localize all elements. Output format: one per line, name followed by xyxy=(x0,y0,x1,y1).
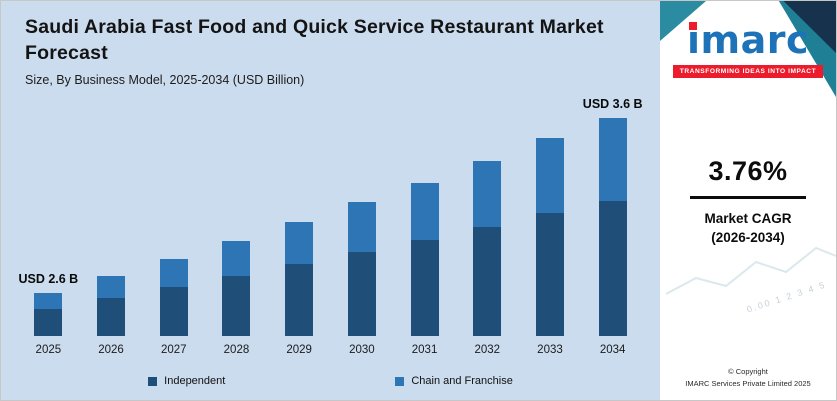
decorative-sparkline xyxy=(666,246,836,295)
x-axis-label-2026: 2026 xyxy=(98,344,124,356)
chart-subtitle: Size, By Business Model, 2025-2034 (USD … xyxy=(25,73,305,88)
bar-group-2029: 2029 xyxy=(268,89,331,358)
chart-header: Saudi Arabia Fast Food and Quick Service… xyxy=(1,15,660,87)
bar-group-2030: 2030 xyxy=(331,89,394,358)
bar-segment-chain-and-franchise-2034 xyxy=(598,118,627,201)
bar-group-2026: 2026 xyxy=(80,89,143,358)
bar-group-2032: 2032 xyxy=(456,89,519,358)
copyright: © Copyright IMARC Services Private Limit… xyxy=(660,366,836,390)
bar-segment-independent-2027 xyxy=(159,287,188,336)
copyright-line2: IMARC Services Private Limited 2025 xyxy=(685,379,811,388)
bar-segment-independent-2029 xyxy=(285,264,314,336)
x-axis-label-2027: 2027 xyxy=(160,344,187,356)
bar-segment-chain-and-franchise-2025 xyxy=(34,293,63,309)
bar-stack-2030 xyxy=(347,202,376,336)
imarc-logo-block: ımarc TRANSFORMING IDEAS INTO IMPACT xyxy=(660,21,836,78)
annotation-2034: USD 3.6 B xyxy=(582,97,643,111)
cagr-label: Market CAGR xyxy=(704,211,792,226)
legend-item-chain-and-franchise: Chain and Franchise xyxy=(395,375,513,387)
x-axis-label-2025: 2025 xyxy=(35,344,62,356)
sidebar: 0.00 1 2 3 4 5 ımarc TRANSFORMING IDEAS … xyxy=(660,1,836,400)
bar-segment-independent-2034 xyxy=(598,201,627,336)
bar-stack-2029 xyxy=(285,222,314,336)
legend-swatch-chain-and-franchise xyxy=(395,376,405,386)
x-axis-label-2034: 2034 xyxy=(599,344,626,356)
bar-stack-2031 xyxy=(410,183,439,336)
x-axis-label-2030: 2030 xyxy=(349,344,375,356)
bar-stack-2027 xyxy=(159,259,188,336)
legend-swatch-independent xyxy=(148,376,158,386)
x-axis-label-2033: 2033 xyxy=(537,344,563,356)
logo-red-dot-icon xyxy=(688,22,697,30)
bar-segment-independent-2025 xyxy=(34,309,63,336)
bar-group-2033: 2033 xyxy=(519,89,582,358)
x-axis-label-2028: 2028 xyxy=(223,344,250,356)
bar-segment-independent-2030 xyxy=(347,252,376,336)
x-axis-label-2031: 2031 xyxy=(411,344,438,356)
bar-segment-independent-2028 xyxy=(222,276,251,336)
bar-segment-chain-and-franchise-2031 xyxy=(410,183,439,240)
cagr-period: (2026-2034) xyxy=(711,230,785,245)
bar-segment-independent-2031 xyxy=(410,240,439,336)
bar-stack-2025 xyxy=(34,293,63,336)
bar-group-2034: USD 3.6 B 2034 xyxy=(581,89,644,358)
x-axis-label-2029: 2029 xyxy=(286,344,312,356)
legend-item-independent: Independent xyxy=(148,375,225,387)
plot-area: USD 2.6 B 2025 2026 2027 2028 2029 2030 2031 203… xyxy=(17,89,644,358)
bar-stack-2032 xyxy=(473,161,502,336)
bar-segment-chain-and-franchise-2033 xyxy=(535,138,564,213)
legend-label-independent: Independent xyxy=(164,375,226,387)
bar-segment-chain-and-franchise-2027 xyxy=(159,259,188,287)
imarc-logo: ımarc xyxy=(687,21,809,59)
copyright-line1: © Copyright xyxy=(728,367,768,376)
legend-label-chain-and-franchise: Chain and Franchise xyxy=(411,375,513,387)
logo-text: ımarc xyxy=(686,18,810,62)
annotation-2025: USD 2.6 B xyxy=(18,272,79,286)
bar-segment-chain-and-franchise-2030 xyxy=(347,202,376,252)
cagr-value: 3.76% xyxy=(708,156,788,186)
chart-title: Saudi Arabia Fast Food and Quick Service… xyxy=(25,16,604,64)
bar-segment-independent-2026 xyxy=(97,298,126,336)
bar-stack-2026 xyxy=(97,276,126,336)
bar-segment-chain-and-franchise-2032 xyxy=(473,161,502,227)
bar-segment-independent-2032 xyxy=(473,227,502,336)
x-axis-label-2032: 2032 xyxy=(474,344,501,356)
bar-group-2031: 2031 xyxy=(393,89,456,358)
cagr-divider xyxy=(690,196,806,199)
bar-segment-chain-and-franchise-2028 xyxy=(222,241,251,276)
bar-stack-2034 xyxy=(598,118,627,336)
bar-segment-chain-and-franchise-2026 xyxy=(97,276,126,298)
bar-group-2027: 2027 xyxy=(142,89,205,358)
bar-segment-chain-and-franchise-2029 xyxy=(285,222,314,264)
bar-stack-2033 xyxy=(535,138,564,336)
bar-stack-2028 xyxy=(222,241,251,336)
logo-tagline: TRANSFORMING IDEAS INTO IMPACT xyxy=(672,65,824,78)
bar-segment-independent-2033 xyxy=(535,213,564,336)
cagr-block: 3.76% Market CAGR (2026-2034) xyxy=(660,156,836,245)
bar-group-2025: USD 2.6 B 2025 xyxy=(17,89,80,358)
bar-group-2028: 2028 xyxy=(205,89,268,358)
legend: Independent Chain and Franchise xyxy=(1,375,660,387)
chart-panel: Saudi Arabia Fast Food and Quick Service… xyxy=(1,1,660,400)
